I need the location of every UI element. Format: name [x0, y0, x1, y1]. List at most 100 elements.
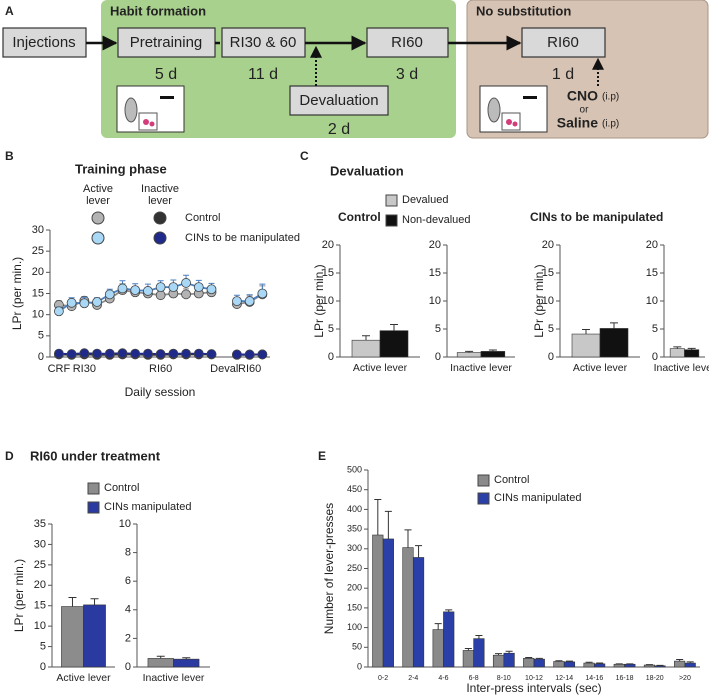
bar	[533, 658, 545, 668]
bar	[654, 665, 666, 668]
legend-marker	[91, 211, 105, 225]
panel-label: E	[318, 449, 326, 463]
y-tick-label: 20	[542, 239, 554, 251]
y-tick-label: 150	[347, 602, 362, 612]
error-bar	[488, 349, 497, 352]
point	[117, 348, 128, 359]
y-tick-label: 8	[125, 547, 131, 559]
point	[117, 283, 128, 294]
bar	[473, 638, 485, 668]
legend-swatch	[87, 501, 100, 514]
x-tick-label: 6-8	[469, 675, 479, 682]
x-tick-label: 10-12	[525, 675, 543, 682]
y-tick-label: 10	[322, 295, 334, 307]
x-tick-label: Inactive lever	[450, 362, 512, 374]
error-bar	[434, 623, 442, 630]
y-tick-label: 20	[34, 579, 46, 591]
error-bar	[535, 657, 543, 660]
point	[66, 297, 77, 308]
y-tick-label: 5	[38, 330, 44, 342]
panel-title: RI60 under treatment	[30, 448, 161, 463]
bar	[379, 330, 409, 358]
operant-box-icon	[479, 85, 548, 133]
error-bar	[182, 657, 191, 660]
error-bar	[687, 347, 696, 350]
point	[54, 348, 64, 359]
y-tick-label: 5	[548, 323, 554, 335]
x-tick-label: >20	[679, 675, 691, 682]
y-axis-label: LPr (per min.)	[10, 257, 24, 330]
y-tick-label: 10	[34, 620, 46, 632]
y-tick-label: 20	[322, 239, 334, 251]
final-duration: 1 d	[552, 66, 574, 83]
point	[244, 296, 255, 307]
bar	[571, 333, 601, 358]
error-bar	[384, 510, 392, 539]
y-tick-label: 0	[40, 661, 46, 673]
bar	[462, 650, 474, 668]
legend-column-header: Inactive lever	[141, 183, 179, 207]
bar	[402, 547, 414, 668]
y-tick-label: 20	[646, 239, 658, 251]
legend-label: Control	[104, 482, 139, 494]
habit-title: Habit formation	[110, 3, 206, 18]
stage-label: RI60	[391, 34, 423, 51]
legend-swatch	[385, 194, 398, 207]
x-tick-label: Active lever	[56, 672, 111, 684]
error-bar	[565, 660, 573, 662]
group-title: CINs to be manipulated	[530, 210, 663, 224]
y-tick-label: 500	[347, 464, 362, 474]
legend-swatch	[385, 214, 398, 227]
y-tick-label: 10	[119, 518, 131, 530]
point	[92, 297, 102, 307]
legend-marker	[91, 231, 105, 245]
y-tick-label: 15	[32, 287, 44, 299]
bar	[372, 534, 384, 668]
y-tick-label: 0	[38, 351, 44, 363]
legend-label: CINs manipulated	[494, 492, 581, 504]
panel-label: C	[300, 149, 309, 163]
y-tick-label: 4	[125, 604, 131, 616]
panel-title: Training phase	[75, 161, 167, 176]
point	[181, 289, 191, 300]
y-tick-label: 0	[125, 661, 131, 673]
bar	[583, 662, 595, 668]
bar	[443, 611, 455, 668]
bar	[382, 538, 394, 668]
y-tick-label: 0	[435, 351, 441, 363]
panel-label: D	[5, 449, 14, 463]
point	[143, 286, 153, 296]
bar	[432, 629, 444, 668]
bar	[553, 661, 565, 668]
y-tick-label: 15	[646, 267, 658, 279]
y-tick-label: 25	[34, 559, 46, 571]
bar	[684, 349, 700, 358]
point	[155, 349, 166, 359]
x-tick-label: 18-20	[646, 675, 664, 682]
point	[181, 348, 191, 359]
x-axis-label: Inter-press intervals (sec)	[466, 681, 601, 695]
error-bar	[404, 529, 412, 548]
y-tick-label: 10	[429, 295, 441, 307]
x-tick-label: Active lever	[353, 362, 408, 374]
y-tick-label: 0	[548, 351, 554, 363]
y-tick-label: 400	[347, 504, 362, 514]
y-tick-label: 15	[542, 267, 554, 279]
y-tick-label: 5	[435, 323, 441, 335]
bar	[624, 663, 636, 668]
y-tick-label: 15	[34, 600, 46, 612]
cno-label: CNO	[567, 88, 598, 104]
bar	[83, 604, 106, 668]
bar	[643, 664, 656, 668]
error-bar	[585, 661, 593, 664]
point	[104, 348, 115, 359]
route-label: (i.p)	[602, 92, 619, 103]
point	[206, 284, 217, 295]
error-bar	[673, 346, 682, 349]
error-bar	[90, 598, 99, 605]
error-bar	[374, 499, 382, 536]
legend-label: Control	[494, 474, 529, 486]
bar	[674, 660, 686, 668]
point	[66, 349, 77, 359]
